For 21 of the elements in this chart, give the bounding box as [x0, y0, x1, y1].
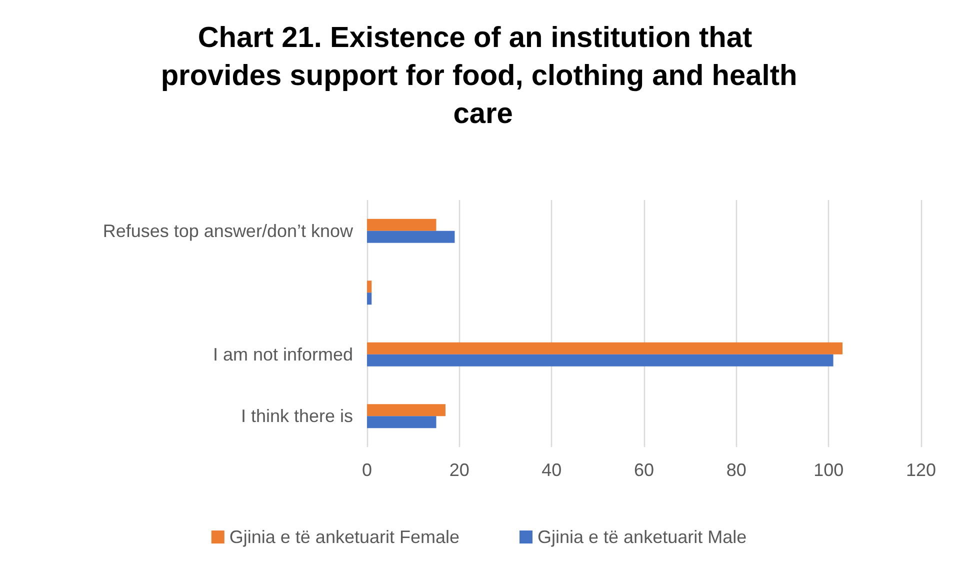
- x-tick-label: 40: [542, 460, 562, 480]
- y-tick-label: Refuses top answer/don’t know: [102, 220, 354, 241]
- legend-label: Gjinia e të anketuarit Female: [229, 527, 460, 547]
- bar: [367, 416, 436, 428]
- bar: [367, 354, 834, 366]
- bar: [367, 404, 446, 416]
- bar: [367, 218, 436, 231]
- bar: [367, 342, 843, 354]
- x-tick-label: 60: [634, 460, 654, 480]
- legend-label: Gjinia e të anketuarit Male: [538, 527, 747, 547]
- bar: [367, 230, 455, 243]
- chart-title: Chart 21. Existence of an institution that provides support for food, clothing and health care: [160, 22, 798, 130]
- x-tick-label: 100: [814, 460, 844, 480]
- bar: [367, 280, 372, 293]
- x-tick-label: 80: [726, 460, 746, 480]
- x-tick-label: 120: [906, 460, 936, 480]
- bar: [367, 292, 372, 305]
- x-tick-label: 20: [449, 460, 470, 480]
- x-tick-label: 0: [362, 460, 372, 480]
- y-tick-label: I am not informed: [212, 344, 353, 364]
- y-tick-label: I think there is: [240, 406, 353, 426]
